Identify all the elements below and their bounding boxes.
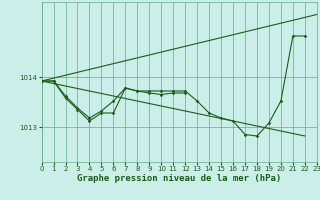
- X-axis label: Graphe pression niveau de la mer (hPa): Graphe pression niveau de la mer (hPa): [77, 174, 281, 183]
